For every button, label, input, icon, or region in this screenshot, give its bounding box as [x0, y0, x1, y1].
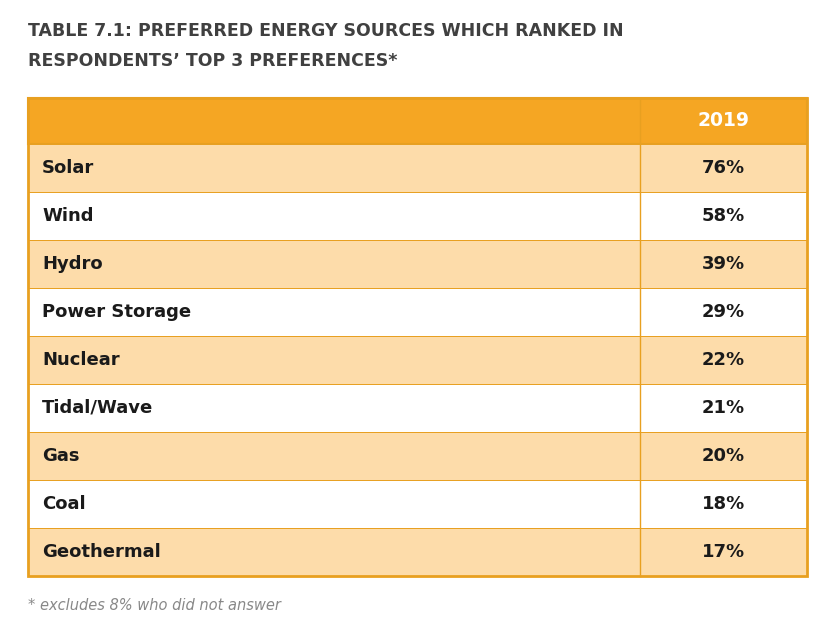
- Text: Hydro: Hydro: [42, 255, 103, 273]
- Text: * excludes 8% who did not answer: * excludes 8% who did not answer: [28, 598, 281, 613]
- FancyBboxPatch shape: [28, 528, 807, 576]
- Text: Solar: Solar: [42, 159, 94, 177]
- Text: 18%: 18%: [701, 495, 745, 513]
- Text: 17%: 17%: [701, 543, 745, 561]
- Text: Coal: Coal: [42, 495, 86, 513]
- Text: Wind: Wind: [42, 207, 94, 225]
- FancyBboxPatch shape: [28, 98, 807, 144]
- FancyBboxPatch shape: [28, 288, 807, 336]
- Text: Power Storage: Power Storage: [42, 303, 191, 321]
- FancyBboxPatch shape: [28, 384, 807, 432]
- Text: 20%: 20%: [701, 447, 745, 465]
- Text: Gas: Gas: [42, 447, 79, 465]
- Text: 58%: 58%: [701, 207, 745, 225]
- FancyBboxPatch shape: [28, 192, 807, 240]
- FancyBboxPatch shape: [28, 432, 807, 480]
- Text: 76%: 76%: [701, 159, 745, 177]
- Text: Tidal/Wave: Tidal/Wave: [42, 399, 154, 417]
- FancyBboxPatch shape: [28, 144, 807, 192]
- Text: 21%: 21%: [701, 399, 745, 417]
- Text: Geothermal: Geothermal: [42, 543, 161, 561]
- FancyBboxPatch shape: [28, 480, 807, 528]
- Text: 39%: 39%: [701, 255, 745, 273]
- Text: RESPONDENTS’ TOP 3 PREFERENCES*: RESPONDENTS’ TOP 3 PREFERENCES*: [28, 52, 397, 70]
- Text: Nuclear: Nuclear: [42, 351, 119, 369]
- Text: 22%: 22%: [701, 351, 745, 369]
- FancyBboxPatch shape: [28, 336, 807, 384]
- FancyBboxPatch shape: [28, 240, 807, 288]
- Text: 29%: 29%: [701, 303, 745, 321]
- Text: TABLE 7.1: PREFERRED ENERGY SOURCES WHICH RANKED IN: TABLE 7.1: PREFERRED ENERGY SOURCES WHIC…: [28, 22, 624, 40]
- Text: 2019: 2019: [697, 111, 749, 130]
